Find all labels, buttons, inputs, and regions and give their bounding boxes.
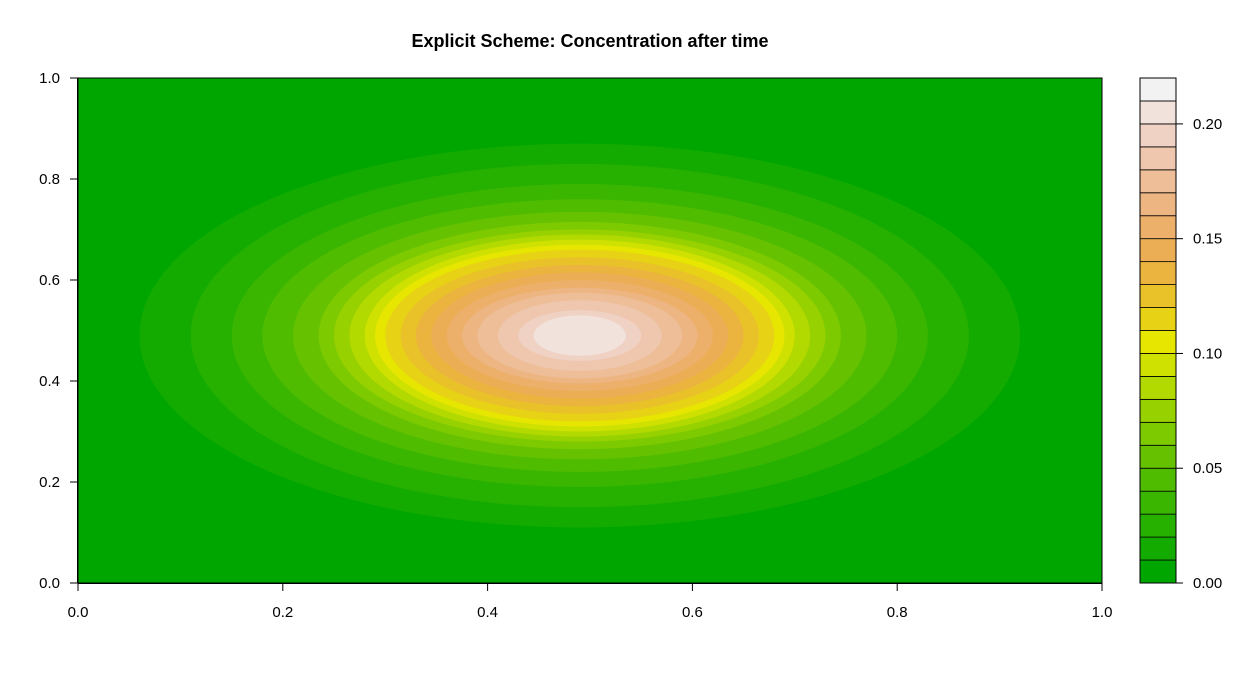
colorbar-swatch xyxy=(1139,284,1177,308)
colorbar-swatch xyxy=(1139,215,1177,240)
y-tick-label: 0.8 xyxy=(39,171,60,188)
colorbar-swatch xyxy=(1139,77,1177,102)
colorbar-swatch xyxy=(1139,467,1177,492)
contour-band-20 xyxy=(533,315,626,356)
colorbar-swatch xyxy=(1139,398,1177,423)
colorbar-swatch xyxy=(1139,421,1177,446)
x-axis: 0.0 0.2 0.4 0.6 0.8 1.0 xyxy=(68,583,1113,621)
colorbar-tick-label: 0.00 xyxy=(1193,575,1222,592)
colorbar-swatch xyxy=(1139,169,1177,194)
y-tick-label: 0.6 xyxy=(39,272,60,289)
colorbar-tick-label: 0.15 xyxy=(1193,231,1222,248)
colorbar-swatch xyxy=(1139,513,1177,538)
x-tick-label: 0.2 xyxy=(272,604,293,621)
y-tick-label: 0.0 xyxy=(39,575,60,592)
colorbar-swatch xyxy=(1139,536,1177,561)
colorbar-swatch xyxy=(1139,307,1177,331)
colorbar-swatch xyxy=(1139,490,1177,515)
colorbar-swatch xyxy=(1139,559,1177,584)
colorbar-swatch xyxy=(1139,353,1177,377)
colorbar-swatch xyxy=(1139,376,1177,400)
colorbar-swatch xyxy=(1139,146,1177,171)
y-tick-label: 0.4 xyxy=(39,373,60,390)
colorbar-swatch xyxy=(1139,261,1177,285)
x-tick-label: 1.0 xyxy=(1092,604,1113,621)
x-tick-label: 0.0 xyxy=(68,604,89,621)
colorbar-tick-label: 0.05 xyxy=(1193,460,1222,477)
y-tick-label: 0.2 xyxy=(39,474,60,491)
colorbar-swatch xyxy=(1139,123,1177,148)
colorbar-swatch xyxy=(1139,238,1177,263)
x-tick-label: 0.6 xyxy=(682,604,703,621)
colorbar-tick-label: 0.20 xyxy=(1193,116,1222,133)
colorbar-tick-label: 0.10 xyxy=(1193,345,1222,362)
plot-area xyxy=(77,77,1103,584)
colorbar-swatch xyxy=(1139,100,1177,125)
x-tick-label: 0.8 xyxy=(887,604,908,621)
colorbar-swatch xyxy=(1139,192,1177,217)
x-tick-label: 0.4 xyxy=(477,604,498,621)
colorbar-frame xyxy=(1139,77,1177,584)
colorbar-legend: 0.00 0.05 0.10 0.15 0.20 xyxy=(1139,77,1222,592)
colorbar-swatch xyxy=(1139,444,1177,469)
colorbar-swatch xyxy=(1139,330,1177,354)
y-tick-label: 1.0 xyxy=(39,70,60,87)
y-axis: 0.0 0.2 0.4 0.6 0.8 1.0 xyxy=(39,70,78,592)
chart-title: Explicit Scheme: Concentration after tim… xyxy=(411,31,768,51)
